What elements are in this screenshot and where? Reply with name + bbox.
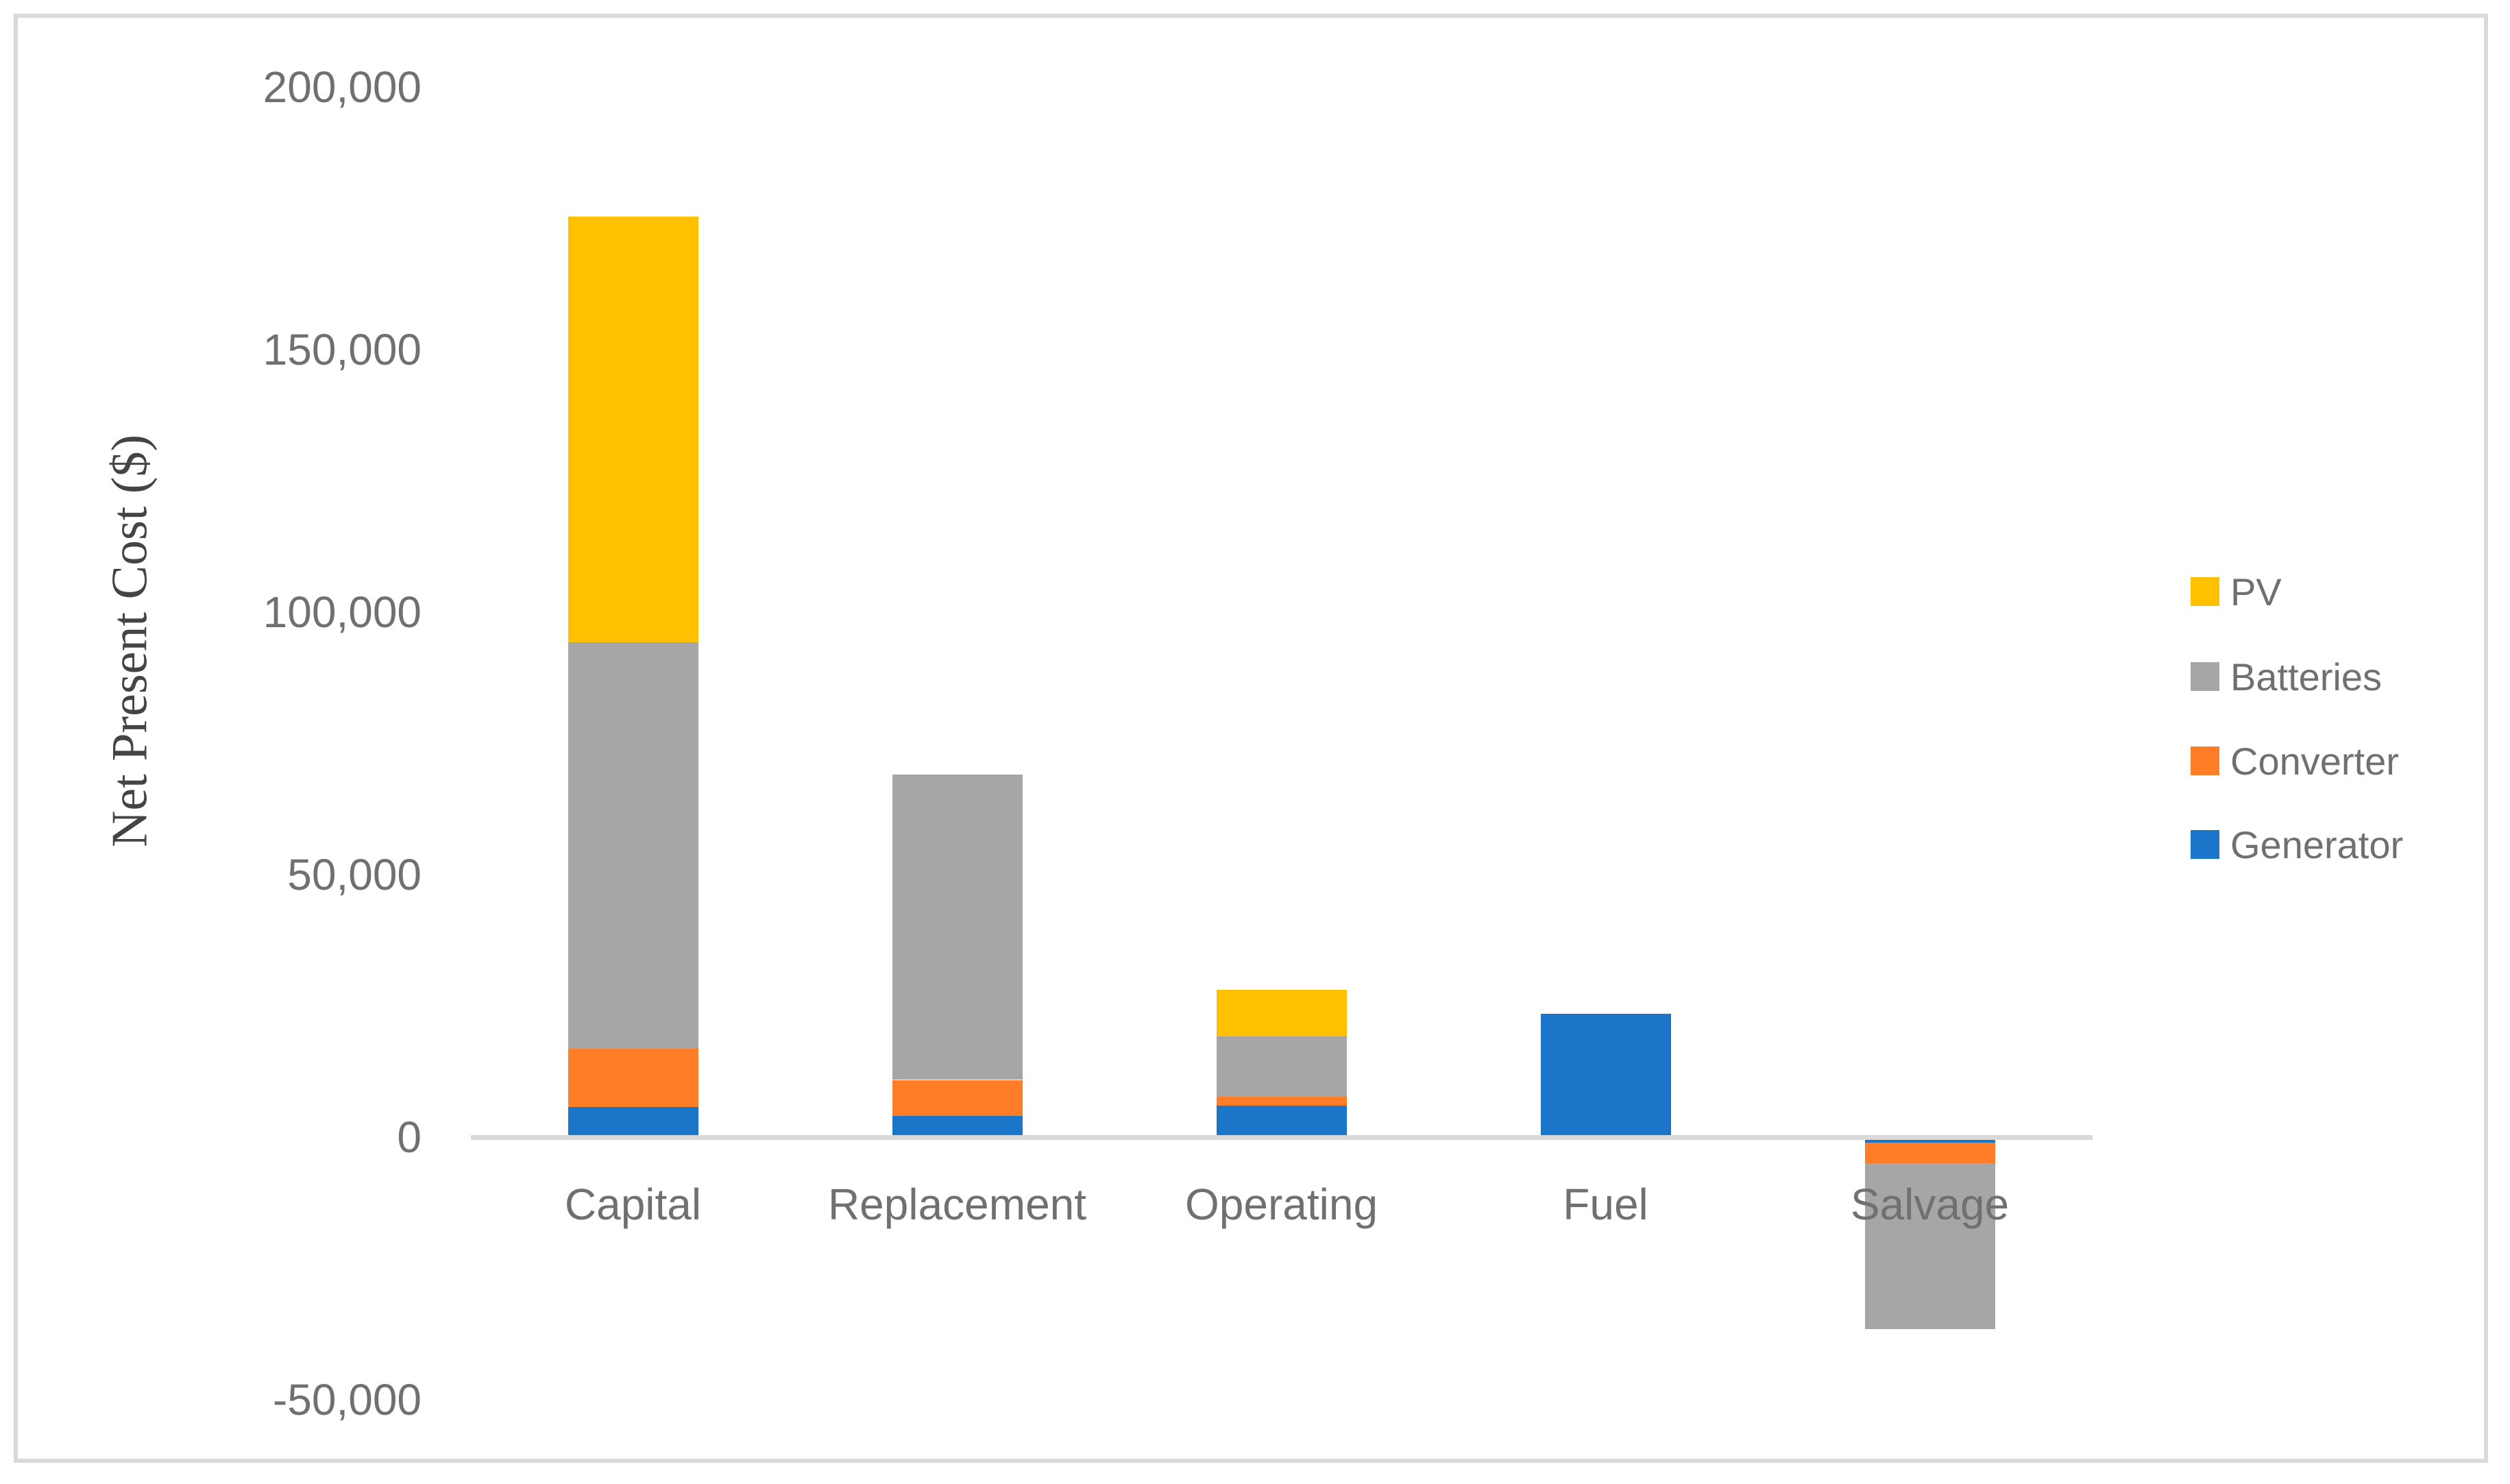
bar-capital-pv	[568, 217, 698, 643]
legend-swatch-batteries	[2191, 662, 2219, 691]
legend-swatch-pv	[2191, 577, 2219, 606]
legend-label-converter: Converter	[2230, 739, 2399, 783]
bar-salvage-batteries	[1864, 1163, 1995, 1329]
legend-label-generator: Generator	[2230, 823, 2404, 866]
category-label-salvage: Salvage	[1850, 1180, 2010, 1229]
bar-replacement-generator	[892, 1116, 1023, 1137]
bar-capital-generator	[568, 1107, 698, 1137]
category-label-fuel: Fuel	[1563, 1180, 1648, 1229]
legend-swatch-converter	[2191, 746, 2219, 775]
y-tick-label--50000: -50,000	[272, 1375, 422, 1424]
legend-item-generator: Generator	[2191, 823, 2403, 866]
bar-capital-converter	[568, 1048, 698, 1108]
bar-replacement-converter	[892, 1080, 1023, 1117]
legend-label-batteries: Batteries	[2230, 655, 2382, 698]
bar-capital-batteries	[568, 642, 698, 1049]
legend-item-pv: PV	[2191, 570, 2282, 613]
legend-swatch-generator	[2191, 830, 2219, 859]
category-label-replacement: Replacement	[827, 1180, 1087, 1229]
bar-operating-batteries	[1216, 1036, 1347, 1097]
y-tick-label-0: 0	[397, 1112, 422, 1162]
bar-operating-converter	[1216, 1097, 1347, 1106]
chart-border-frame	[14, 14, 2488, 1463]
bar-salvage-converter	[1864, 1142, 1995, 1164]
bar-replacement-batteries	[892, 774, 1023, 1080]
y-tick-label-50000: 50,000	[287, 850, 422, 899]
y-tick-label-150000: 150,000	[263, 325, 422, 374]
bar-operating-generator	[1216, 1106, 1347, 1137]
bar-operating-pv	[1216, 989, 1347, 1036]
y-tick-label-100000: 100,000	[263, 587, 422, 637]
x-axis-zero-line	[471, 1135, 2093, 1140]
y-tick-label-200000: 200,000	[263, 62, 422, 112]
category-label-operating: Operating	[1184, 1180, 1378, 1229]
category-label-capital: Capital	[564, 1180, 702, 1229]
y-axis-title: Net Present Cost ($)	[101, 434, 158, 848]
legend-item-batteries: Batteries	[2191, 655, 2382, 698]
legend-label-pv: PV	[2230, 570, 2282, 613]
legend-item-converter: Converter	[2191, 739, 2399, 783]
bar-fuel-generator	[1540, 1013, 1671, 1137]
